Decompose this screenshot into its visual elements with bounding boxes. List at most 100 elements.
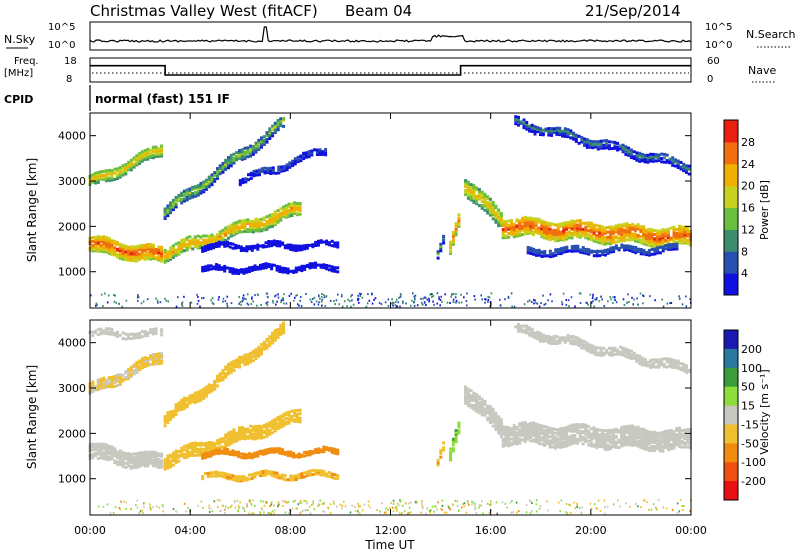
pixel <box>480 409 484 413</box>
pixel <box>138 462 142 465</box>
pixel <box>295 206 299 209</box>
pixel <box>257 354 261 358</box>
pixel <box>640 356 644 360</box>
pixel <box>202 238 206 242</box>
pixel <box>667 429 670 433</box>
pixel <box>658 449 662 453</box>
pixel <box>279 323 283 327</box>
pixel <box>541 132 545 136</box>
pixel <box>289 243 293 247</box>
nsky-label: N.Sky <box>4 33 36 46</box>
pixel <box>218 172 222 176</box>
pixel <box>300 269 304 273</box>
pixel <box>507 441 511 445</box>
pixel <box>622 222 626 226</box>
pixel <box>116 375 119 379</box>
pixel <box>628 230 632 234</box>
pixel <box>127 371 131 375</box>
pixel <box>124 332 128 336</box>
pixel <box>224 230 228 234</box>
pixel <box>110 239 114 243</box>
pixel <box>127 252 131 256</box>
pixel <box>96 333 100 336</box>
pixel <box>249 351 252 355</box>
pixel <box>573 221 577 225</box>
pixel <box>245 245 249 249</box>
pixel <box>658 245 662 249</box>
pixel <box>210 447 214 451</box>
pixel <box>94 454 97 458</box>
pixel <box>559 429 563 433</box>
pixel <box>325 472 329 476</box>
pixel <box>624 149 628 153</box>
pixel <box>218 166 222 170</box>
power-data-band <box>88 144 164 186</box>
noise-pixel <box>285 302 288 305</box>
noise-pixel <box>543 303 545 306</box>
pixel <box>327 474 331 478</box>
pixel <box>687 368 691 372</box>
pixel <box>132 462 136 466</box>
pixel <box>548 431 552 435</box>
pixel <box>532 438 535 442</box>
pixel <box>580 138 584 142</box>
noise-pixel <box>666 302 668 305</box>
pixel <box>570 247 574 251</box>
pixel <box>336 451 340 455</box>
pixel <box>121 243 125 247</box>
pixel <box>584 250 588 254</box>
pixel <box>631 435 635 439</box>
pixel <box>250 454 254 458</box>
pixel <box>439 451 443 455</box>
pixel <box>118 173 122 177</box>
pixel <box>102 453 106 457</box>
pixel <box>279 418 283 422</box>
pixel <box>314 261 318 265</box>
pixel <box>669 429 673 432</box>
pixel <box>182 243 186 247</box>
pixel <box>96 444 100 448</box>
pixel <box>592 223 596 227</box>
pixel <box>116 462 119 466</box>
pixel <box>521 432 524 436</box>
pixel <box>628 244 632 248</box>
pixel <box>570 429 574 433</box>
noise-pixel <box>656 508 658 511</box>
pixel <box>606 437 610 441</box>
noise-pixel <box>536 302 539 305</box>
pixel <box>151 257 155 260</box>
noise-pixel <box>449 302 451 304</box>
pixel <box>135 155 139 159</box>
pixel <box>581 251 585 255</box>
pixel <box>617 440 621 444</box>
pixel <box>180 406 184 410</box>
pixel <box>246 362 250 366</box>
pixel <box>661 432 665 436</box>
pixel <box>110 332 114 336</box>
noise-pixel <box>668 302 671 305</box>
pixel <box>627 152 631 156</box>
pixel <box>271 171 275 175</box>
pixel <box>464 389 468 393</box>
pixel <box>319 471 323 475</box>
vel-data-band <box>88 442 164 470</box>
pixel <box>209 450 213 454</box>
pixel <box>588 350 592 354</box>
noise-pixel <box>310 300 313 303</box>
pixel <box>548 426 552 430</box>
pixel <box>191 185 195 189</box>
noise-pixel <box>466 304 468 307</box>
pixel <box>240 230 244 234</box>
pixel <box>105 171 108 175</box>
pixel <box>584 230 588 234</box>
pixel <box>127 454 131 458</box>
pixel <box>163 467 167 471</box>
noise-pixel <box>395 301 397 303</box>
pixel <box>609 441 613 445</box>
pixel <box>628 437 632 441</box>
pixel <box>182 249 186 253</box>
pixel <box>555 335 559 339</box>
pixel <box>270 447 274 451</box>
pixel <box>129 375 133 378</box>
pixel <box>290 202 294 206</box>
